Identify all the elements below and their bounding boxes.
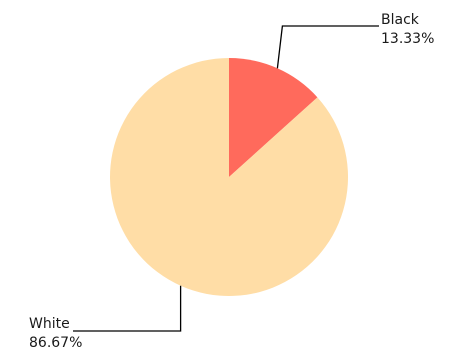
leader-line-white <box>73 285 182 332</box>
pie-slices <box>110 58 349 297</box>
pie-slice-white <box>110 58 349 297</box>
leader-lines <box>73 25 379 332</box>
slice-label-black-percent: 13.33% <box>381 31 434 47</box>
pie-slice-black <box>229 58 318 177</box>
slice-label-white-name: White <box>29 316 70 332</box>
leader-line-black <box>276 25 379 69</box>
slice-label-white-percent: 86.67% <box>29 335 82 350</box>
slice-label-black-name: Black <box>381 12 420 28</box>
